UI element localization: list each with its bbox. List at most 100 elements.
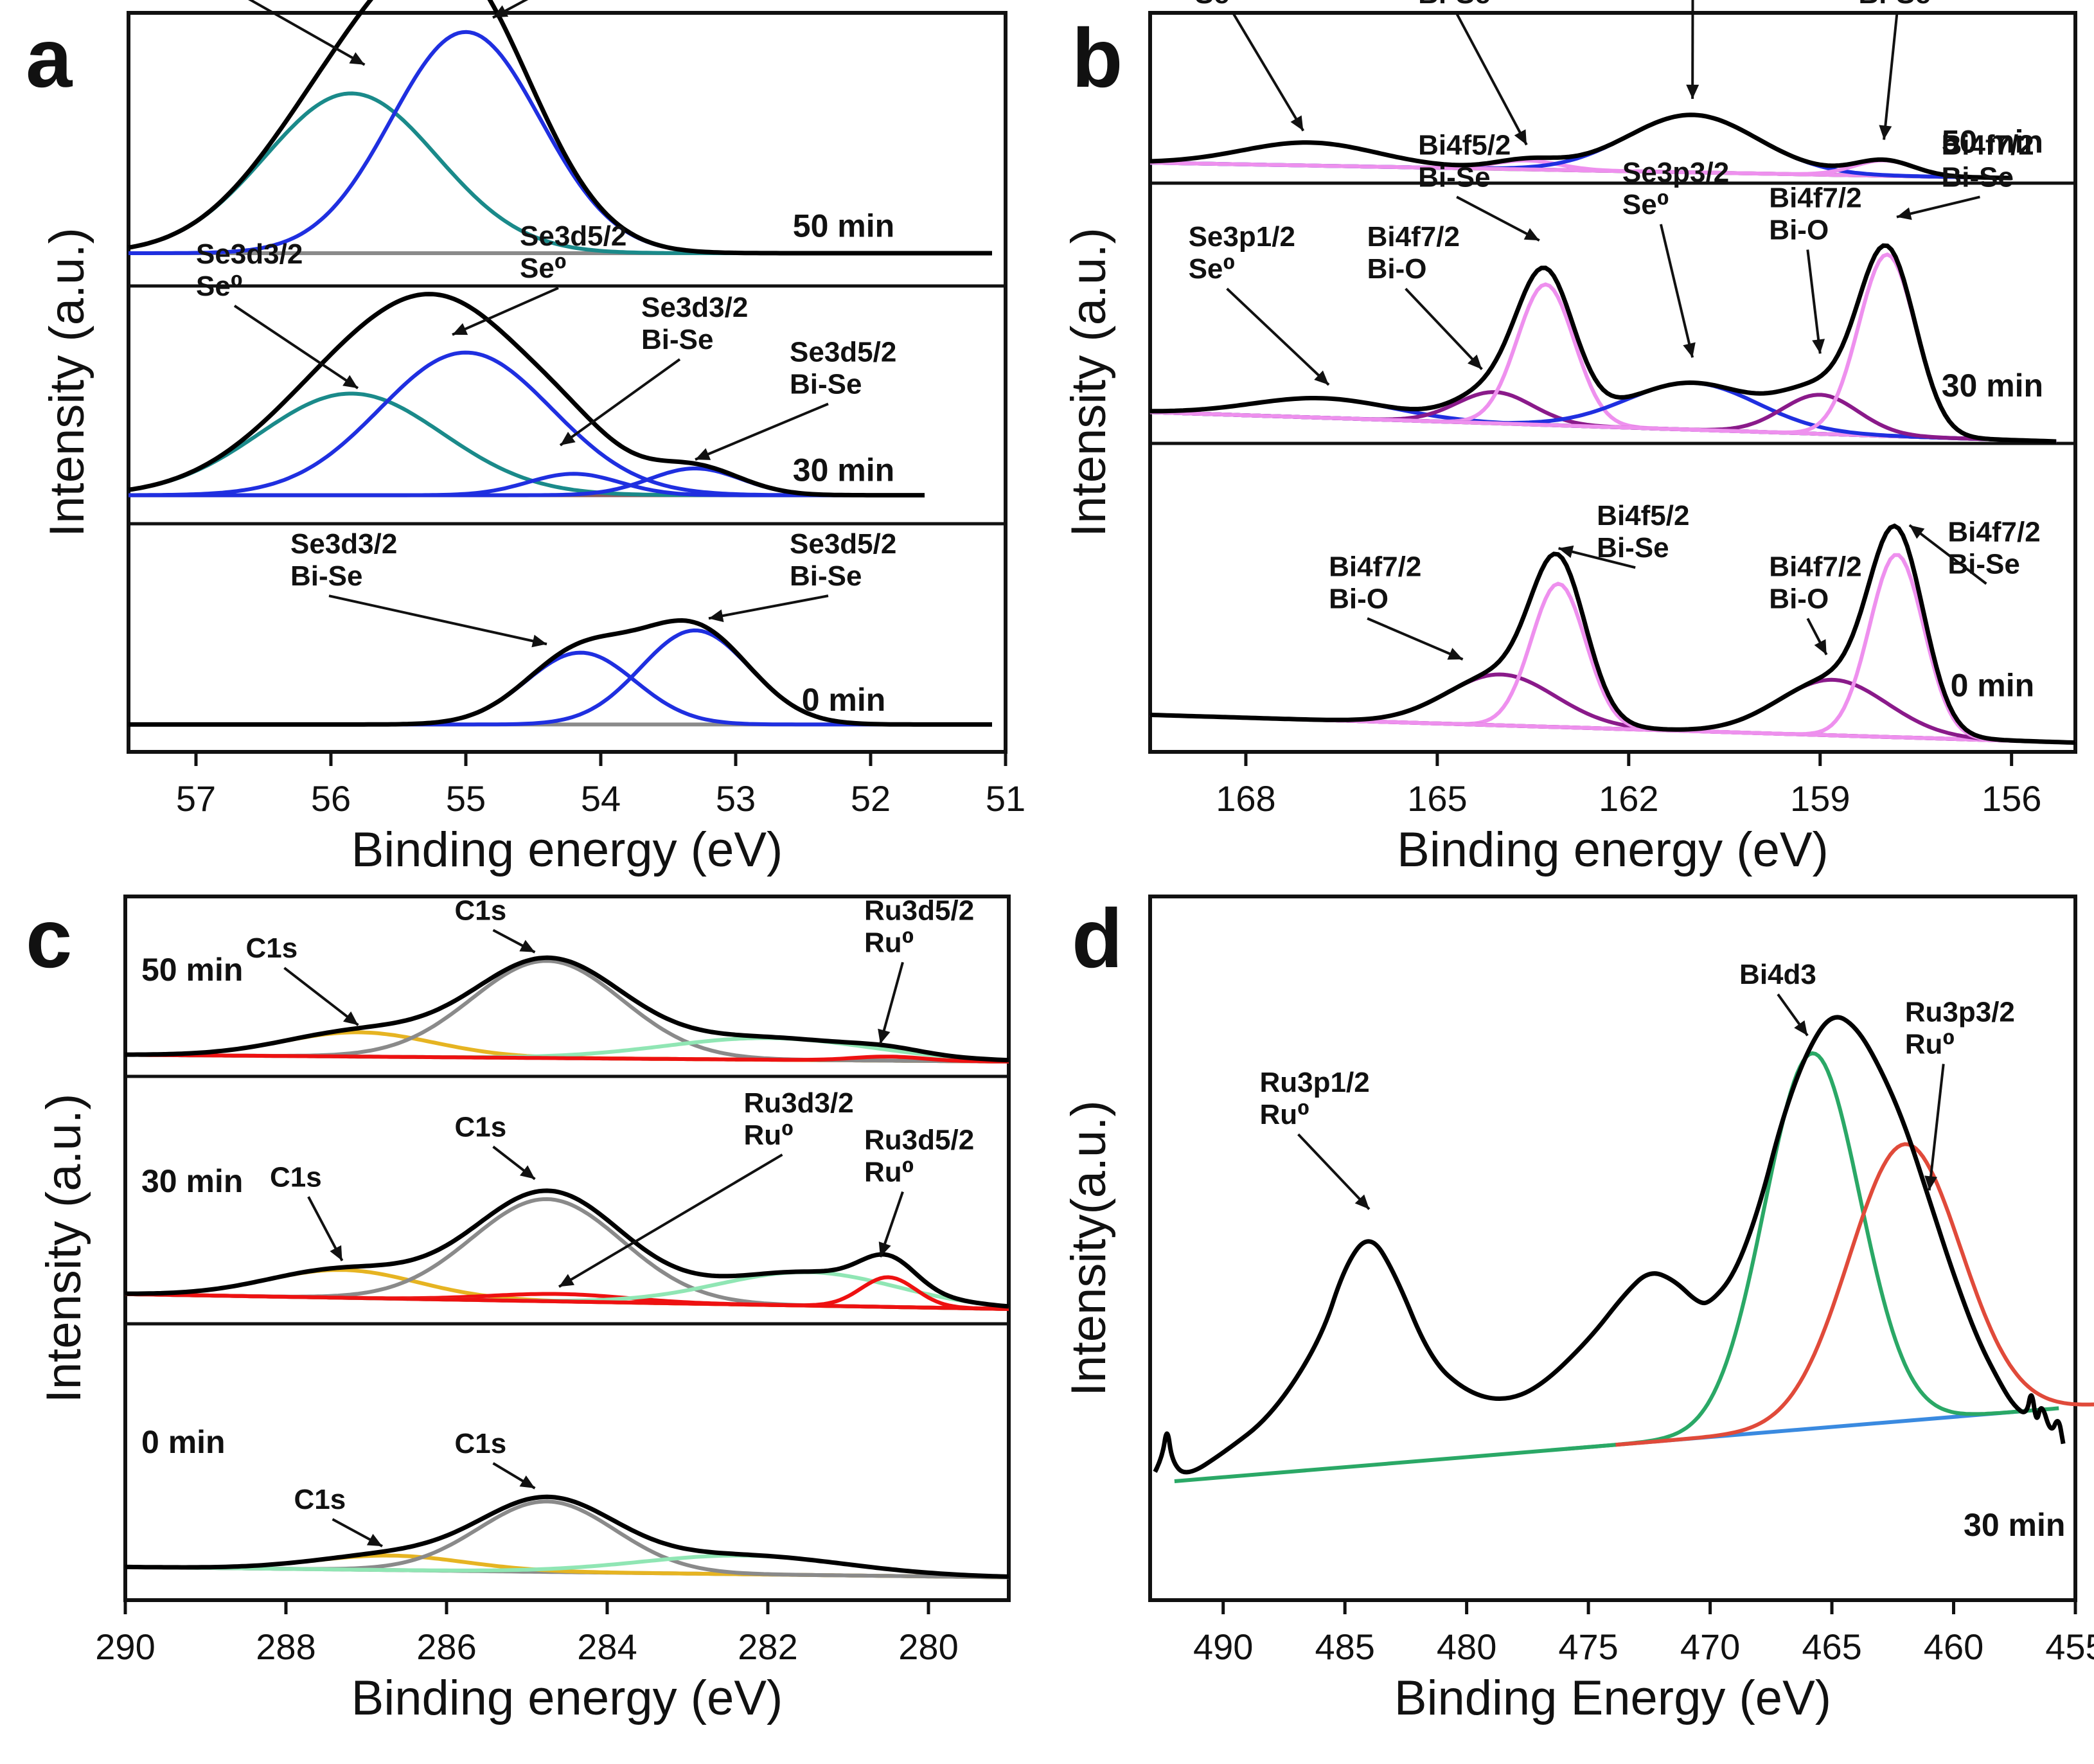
y-axis-title: Intensity (a.u.) [40,227,94,537]
time-label: 0 min [141,1424,226,1460]
annotation-arrow [328,594,547,646]
panel-letter-b: b [1072,11,1122,105]
annotation-arrowhead [1354,1194,1370,1209]
annotation-arrowhead [1686,84,1699,99]
peak-annotation-label: Bi-Se [1858,0,1930,10]
peak-annotation-label: Bi-O [1367,253,1427,285]
annotation-arrowhead [1290,115,1304,131]
x-tick-label: 55 [446,778,486,819]
x-tick-label: 465 [1802,1626,1861,1667]
x-axis-title: Binding Energy (eV) [1394,1671,1831,1725]
x-tick-label: 480 [1437,1626,1496,1667]
peak-annotation-label: Se3d5/2 [790,336,896,368]
y-axis-title: Intensity (a.u.) [37,1094,91,1403]
envelope-curve [128,0,992,256]
annotation-arrow [492,0,529,19]
annotation-arrow [1232,13,1305,132]
annotation-arrowhead [560,431,576,445]
peak-annotation-label: C1s [455,1111,507,1143]
annotation-arrow [233,305,359,389]
panel-b-bi4f-se3p-spectra: 168 165 162 159 156 Binding energy (eV) Intens… [1061,0,2077,877]
annotation-arrow [559,358,681,447]
panel-c-c1s-ru3d-spectra: 290 288 286 284 282 280 Binding energy (eV) Int… [37,895,1011,1725]
peak-annotation-label: Se3p1/2 [1189,221,1295,253]
peak-annotation-label: Bi-O [1769,583,1829,614]
annotation-arrow [1928,1064,1945,1191]
envelope-curve [129,618,992,727]
peak-annotation-label: Se3d3/2 [641,292,748,323]
peak-annotation-label: Bi-Se [641,324,713,355]
peak-annotation-label: Ru⁰ [1905,1029,1955,1060]
annotation-arrow [558,1154,783,1288]
peak-annotation-label: Bi4f7/2 [1367,221,1460,253]
plot-frame [1148,895,2077,1602]
peak-ru3d5-2-ru0 [125,1053,1009,1064]
peak-annotation-label: Ru3p1/2 [1260,1067,1370,1098]
x-tick-label: 165 [1407,778,1467,819]
x-tick-label: 159 [1790,778,1850,819]
x-tick-label: 53 [716,778,756,819]
x-axis-title: Binding energy (eV) [1397,823,1829,877]
peak-annotation-label: Bi-Se [1597,532,1669,564]
annotation-arrow [1908,524,1987,585]
peak-annotation-label: Bi4f7/2 [1769,551,1861,582]
peak-bi4f7-2-bi-se [1149,553,2076,745]
x-tick-label: 168 [1216,778,1275,819]
annotation-arrow [1405,287,1483,370]
time-label: 50 min [1942,123,2043,159]
plot-frame [1148,11,2077,754]
annotation-arrowhead [878,1241,891,1258]
peak-annotation-label: Ru3d5/2 [864,895,974,926]
peak-annotation-label: Ru⁰ [864,1157,914,1188]
plot-frame [127,11,1007,754]
annotation-arrowhead [1909,525,1925,539]
x-tick-label: 57 [176,778,216,819]
annotation-arrowhead [342,1011,359,1026]
peak-annotation-label: Bi-Se [1418,161,1490,193]
annotation-arrow [1456,195,1540,242]
annotation-arrowhead [349,52,365,65]
envelope-curve [125,1494,1009,1579]
annotation-arrowhead [519,940,535,952]
background-line-left [1174,1441,1638,1483]
annotation-arrowhead [1896,207,1912,220]
annotation-arrow [1455,13,1528,146]
envelope-curve [125,955,1009,1063]
time-label: 50 min [141,952,243,988]
stack-50-min: 50 minSe3p1/2Se⁰Bi4f5/2Bi-SeSe3p3/2Se⁰Bi… [1149,0,2043,181]
time-label: 0 min [802,682,886,718]
peak-annotation-label: Ru3d3/2 [744,1087,854,1119]
time-label: 30 min [793,452,894,488]
peak-annotation-label: Se⁰ [1195,0,1242,10]
annotation-arrowhead [878,1028,891,1044]
x-tick-label: 56 [311,778,351,819]
y-axis-title: Intensity (a.u.) [1061,227,1116,537]
stack-0-min: 0 minBi4f7/2Bi-OBi4f5/2Bi-SeBi4f7/2Bi-OB… [1149,500,2076,745]
annotation-arrow [708,594,829,620]
time-label: 30 min [1964,1507,2065,1543]
x-tick-label: 162 [1599,778,1658,819]
envelope-curve [1149,112,2012,181]
time-label: 0 min [1951,668,2035,704]
peak-annotation-label: Bi4f5/2 [1597,500,1689,531]
annotation-arrow [1806,249,1822,354]
peak-annotation-label: Bi4f7/2 [1769,182,1861,213]
peak-annotation-label: C1s [246,932,298,964]
annotation-arrowhead [1812,339,1825,354]
annotation-arrowhead [366,1533,382,1547]
envelope-curve [1153,1015,2066,1475]
x-tick-label: 280 [898,1626,958,1667]
peak-annotation-label: Se⁰ [520,253,567,284]
annotation-arrow [1896,195,1980,218]
annotation-arrow [1367,617,1464,661]
x-tick-label: 54 [581,778,621,819]
x-tick-label: 51 [986,778,1025,819]
peak-annotation-label: Bi4d3 [1739,959,1816,990]
peak-annotation-label: C1s [455,895,507,926]
annotation-arrowhead [1794,1020,1808,1036]
